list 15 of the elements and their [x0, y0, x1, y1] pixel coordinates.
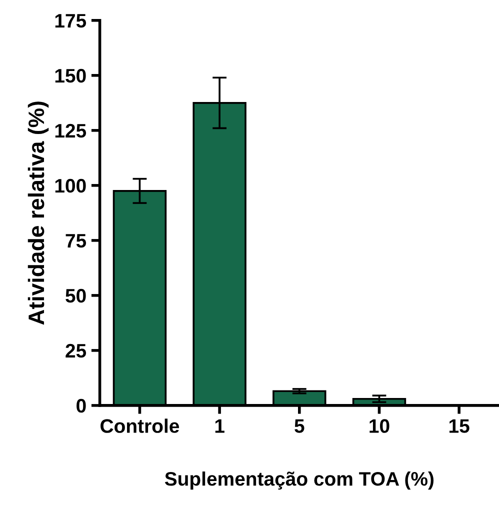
y-tick-label: 150 [55, 68, 86, 83]
x-tick-label: 15 [449, 419, 470, 433]
x-tick-label: 5 [294, 419, 304, 433]
x-axis-title: Suplementação com TOA (%) [164, 471, 434, 490]
y-tick-label: 125 [55, 124, 86, 138]
x-tick-label: Controle [100, 418, 180, 433]
y-tick-label: 100 [55, 178, 86, 193]
x-tick-label: 1 [215, 419, 224, 433]
y-tick-label: 75 [66, 234, 86, 248]
y-tick-label: 175 [55, 14, 86, 28]
y-tick-label: 25 [66, 344, 86, 358]
y-tick-label: 0 [76, 398, 86, 413]
y-axis-title: Atividade relativa (%) [28, 102, 49, 325]
x-tick-label: 10 [370, 419, 390, 433]
y-tick-label: 50 [66, 288, 86, 303]
